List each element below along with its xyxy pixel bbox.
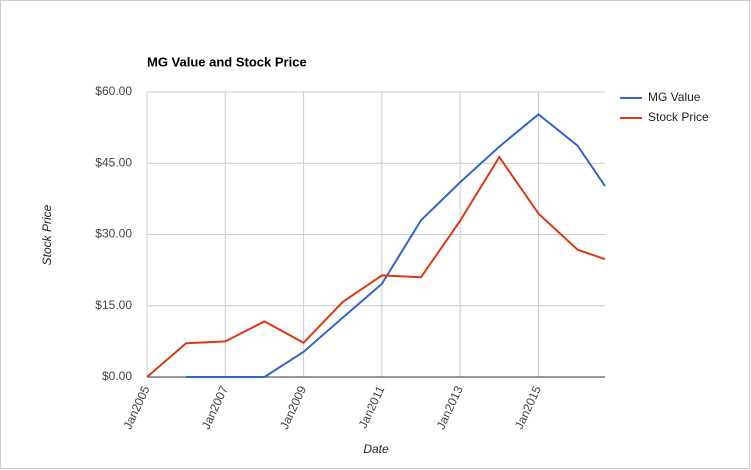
y-tick-label: $45.00 <box>95 155 132 169</box>
y-axis-label: Stock Price <box>40 204 54 265</box>
x-axis-label: Date <box>363 442 389 456</box>
series-line <box>186 113 606 378</box>
legend-label: MG Value <box>648 90 701 104</box>
y-tick-label: $0.00 <box>102 369 132 383</box>
legend-label: Stock Price <box>648 110 709 124</box>
series-line <box>146 155 606 378</box>
chart-title: MG Value and Stock Price <box>147 54 307 69</box>
y-tick-label: $60.00 <box>95 84 132 98</box>
y-tick-label: $30.00 <box>95 227 132 241</box>
y-tick-label: $15.00 <box>95 298 132 312</box>
